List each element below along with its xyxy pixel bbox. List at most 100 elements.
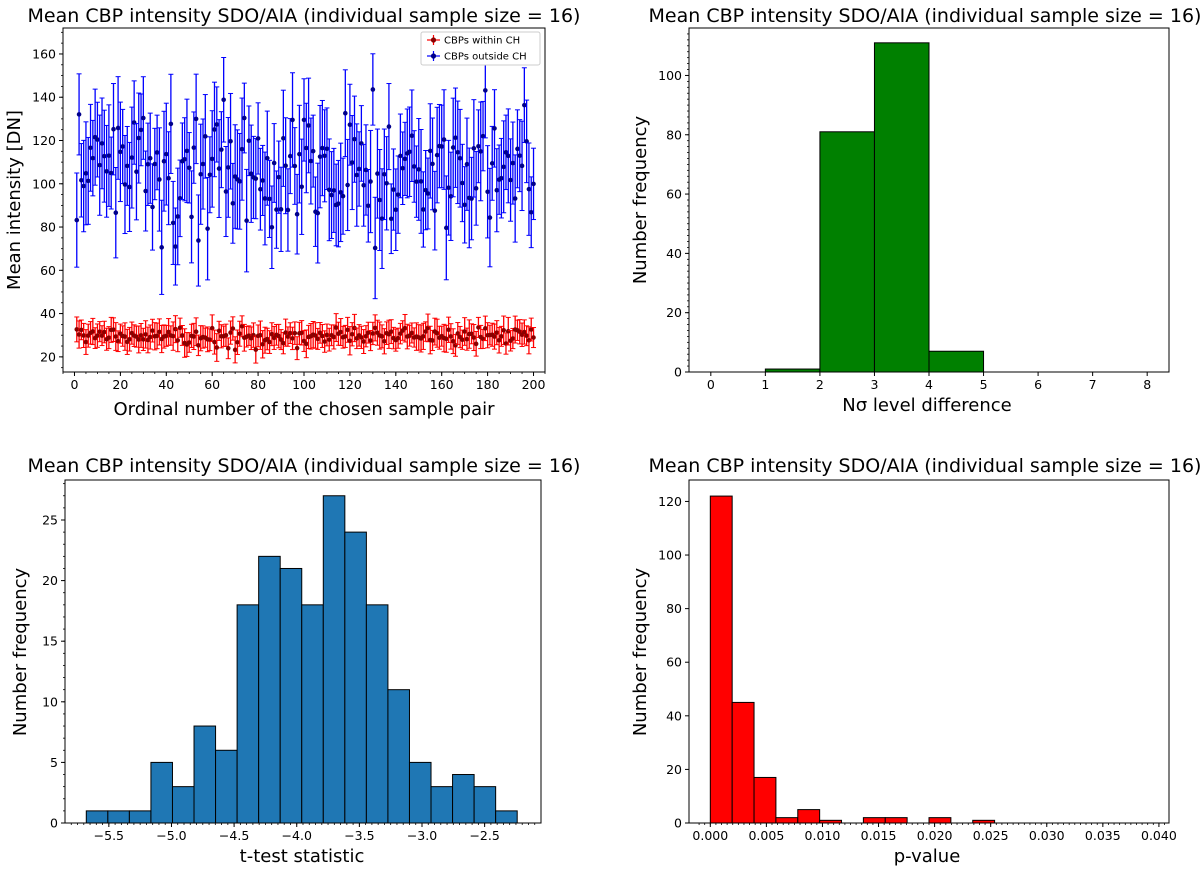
histogram-bar: [387, 689, 410, 824]
data-point: [138, 127, 144, 133]
histogram-bar: [365, 604, 389, 824]
x-tick-label: −5.0: [156, 828, 186, 843]
data-point: [175, 338, 181, 343]
data-point: [242, 115, 247, 121]
data-point: [517, 153, 523, 158]
data-point: [297, 151, 302, 157]
data-point: [505, 153, 511, 159]
data-point: [203, 134, 208, 139]
y-tick-label: 15: [42, 634, 58, 649]
data-point: [214, 345, 220, 350]
data-point: [462, 202, 467, 208]
data-point: [193, 329, 199, 335]
y-tick-label: 60: [666, 655, 682, 670]
y-tick-label: 80: [40, 220, 56, 235]
data-point: [290, 336, 295, 341]
data-point: [333, 325, 339, 330]
data-point: [108, 170, 114, 176]
data-point: [432, 208, 438, 213]
data-point: [150, 204, 155, 210]
data-point: [503, 150, 509, 155]
data-point: [141, 337, 146, 342]
data-point: [186, 165, 192, 171]
x-tick-label: −4.5: [219, 828, 249, 843]
data-point: [200, 161, 206, 167]
data-point: [287, 153, 293, 159]
data-point: [453, 135, 458, 141]
histogram-bar: [128, 810, 152, 824]
y-tick-label: 0: [674, 816, 682, 831]
histogram-bar: [85, 810, 109, 824]
data-point: [409, 330, 415, 336]
data-point: [473, 341, 479, 347]
data-point: [324, 146, 330, 152]
data-point: [464, 161, 470, 167]
data-point: [99, 141, 105, 146]
data-point: [336, 201, 341, 206]
data-point: [79, 177, 84, 183]
x-tick-label: −5.5: [94, 828, 124, 843]
data-point: [223, 332, 229, 338]
data-point: [161, 158, 167, 164]
data-point: [395, 192, 401, 197]
x-tick-label: 0.035: [1085, 828, 1121, 843]
x-tick-label: 0.030: [1029, 828, 1065, 843]
data-point: [522, 329, 527, 335]
histogram-bar: [193, 725, 217, 824]
x-tick-label: 140: [384, 377, 408, 392]
data-point: [512, 196, 518, 201]
data-point: [303, 145, 309, 151]
data-point: [398, 153, 403, 159]
y-tick-label: 20: [40, 349, 56, 364]
histogram-bar: [473, 786, 497, 824]
histogram-bar: [819, 819, 843, 824]
data-point: [255, 136, 261, 141]
data-point: [480, 336, 486, 342]
data-point: [106, 153, 112, 158]
data-point: [407, 149, 412, 155]
data-point: [264, 155, 270, 161]
data-point: [326, 337, 332, 342]
y-tick-label: 120: [32, 133, 56, 148]
data-point: [157, 177, 162, 182]
data-point: [166, 329, 171, 335]
data-point: [131, 120, 137, 125]
histogram-bar: [731, 701, 755, 824]
data-point: [253, 347, 259, 352]
data-point: [338, 190, 344, 195]
legend-box: [420, 31, 541, 66]
data-point: [122, 182, 128, 187]
data-point: [427, 148, 433, 154]
data-point: [423, 187, 428, 193]
x-tick-label: −4.0: [282, 828, 312, 843]
histogram-bar: [873, 42, 930, 373]
data-point: [430, 161, 435, 167]
data-point: [524, 333, 529, 339]
y-tick-label: 80: [666, 601, 682, 616]
histogram-bar: [279, 567, 303, 824]
legend-label-outside: CBPs outside CH: [444, 52, 527, 63]
data-point: [528, 327, 534, 332]
x-tick-label: 2: [816, 377, 824, 392]
data-point: [294, 211, 300, 217]
data-point: [391, 187, 396, 192]
y-tick-label: 80: [666, 127, 682, 142]
data-point: [138, 333, 144, 338]
data-point: [365, 203, 371, 209]
data-point: [175, 214, 181, 219]
data-point: [292, 330, 298, 336]
y-tick-label: 40: [666, 708, 682, 723]
data-point: [216, 328, 222, 334]
data-point: [421, 334, 426, 339]
histogram-bar: [258, 555, 281, 824]
data-point: [283, 330, 288, 335]
data-point: [221, 97, 226, 103]
x-tick-label: 100: [292, 377, 316, 392]
data-point: [216, 166, 222, 171]
data-point: [285, 334, 291, 339]
data-point: [363, 333, 369, 339]
x-tick-label: 7: [1089, 377, 1097, 392]
data-point: [239, 146, 245, 152]
x-tick-label: 8: [1143, 377, 1151, 392]
data-point: [444, 225, 449, 231]
